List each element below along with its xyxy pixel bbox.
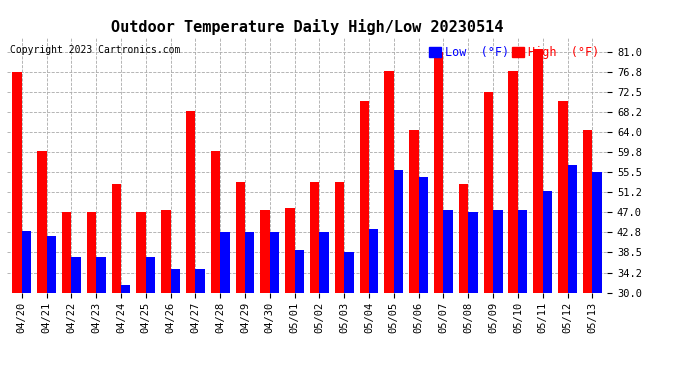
Bar <box>444 210 453 375</box>
Bar <box>87 212 96 375</box>
Bar <box>493 210 502 375</box>
Bar <box>37 151 47 375</box>
Bar <box>235 182 245 375</box>
Bar <box>295 250 304 375</box>
Bar <box>592 172 602 375</box>
Bar <box>220 232 230 375</box>
Bar <box>459 184 469 375</box>
Bar <box>71 257 81 375</box>
Bar <box>121 285 130 375</box>
Title: Outdoor Temperature Daily High/Low 20230514: Outdoor Temperature Daily High/Low 20230… <box>111 19 503 35</box>
Bar <box>419 177 428 375</box>
Bar <box>344 252 354 375</box>
Bar <box>12 72 22 375</box>
Bar <box>186 111 195 375</box>
Bar <box>260 210 270 375</box>
Bar <box>319 232 329 375</box>
Bar <box>96 257 106 375</box>
Bar <box>409 130 419 375</box>
Text: Copyright 2023 Cartronics.com: Copyright 2023 Cartronics.com <box>10 45 180 55</box>
Bar <box>509 70 518 375</box>
Bar <box>469 212 477 375</box>
Bar <box>146 257 155 375</box>
Bar <box>245 232 255 375</box>
Bar <box>384 70 394 375</box>
Bar <box>335 182 344 375</box>
Bar <box>195 269 205 375</box>
Bar <box>434 52 444 375</box>
Bar <box>22 231 31 375</box>
Bar <box>270 232 279 375</box>
Bar <box>583 130 592 375</box>
Bar <box>112 184 121 375</box>
Bar <box>47 236 56 375</box>
Bar <box>484 92 493 375</box>
Bar <box>359 101 369 375</box>
Bar <box>161 210 170 375</box>
Bar <box>62 212 71 375</box>
Bar <box>518 210 527 375</box>
Bar <box>137 212 146 375</box>
Legend: Low  (°F), High  (°F): Low (°F), High (°F) <box>427 44 601 61</box>
Bar <box>310 182 319 375</box>
Bar <box>369 229 379 375</box>
Bar <box>170 269 180 375</box>
Bar <box>543 191 552 375</box>
Bar <box>567 165 577 375</box>
Bar <box>558 101 567 375</box>
Bar <box>285 207 295 375</box>
Bar <box>394 170 403 375</box>
Bar <box>211 151 220 375</box>
Bar <box>533 49 543 375</box>
